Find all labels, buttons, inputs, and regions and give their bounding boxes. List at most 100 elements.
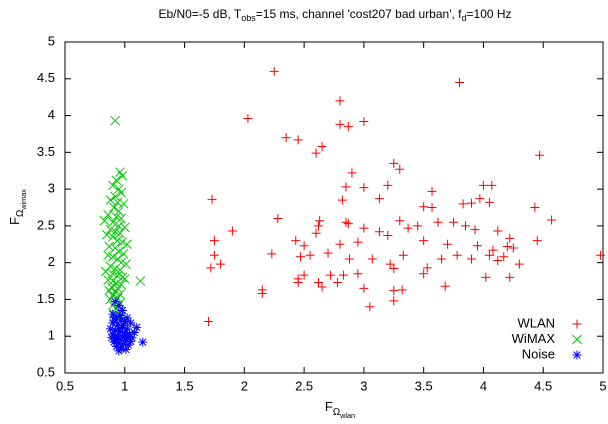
y-tick-label: 3.5 [37,144,55,159]
point [475,194,485,204]
chart-title-part: =15 ms, channel 'cost207 bad urban', f [256,7,462,21]
point [112,197,123,208]
plot-frame [64,41,604,374]
point [110,191,121,202]
point [119,273,130,284]
point [440,281,450,291]
point [359,183,369,193]
x-tick-label: 1.5 [176,378,194,393]
point [120,317,130,327]
point [113,206,124,217]
y-axis-label-part: F [7,217,22,225]
point [209,250,219,260]
chart-title-part: =100 Hz [467,7,512,21]
point [215,259,225,269]
point [481,272,491,282]
point [337,195,347,205]
point [110,333,120,343]
point [315,216,325,226]
point [122,313,132,323]
x-tick-label: 5 [599,378,606,393]
point [126,318,136,328]
point [383,180,393,190]
point [114,300,124,310]
point [293,278,303,288]
point [114,324,124,334]
point [313,221,323,231]
point [335,119,345,129]
point [115,311,125,321]
point [138,337,148,347]
point [395,216,405,226]
point [273,214,283,224]
point [115,265,125,275]
point [206,263,216,273]
point [343,122,353,132]
point [383,230,393,240]
point [108,309,118,319]
point [499,252,509,262]
point [389,158,399,168]
point [121,336,131,346]
y-tick-label: 4.5 [37,70,55,85]
x-tick-label: 1 [121,378,128,393]
point [493,255,503,265]
y-tick-label: 3 [48,181,55,196]
x-axis-label-part: F [325,399,333,414]
point [353,269,363,279]
point [458,199,468,209]
point [119,222,130,233]
point [466,198,476,208]
point [104,241,115,252]
point [466,254,476,264]
point [243,113,253,123]
point [108,329,118,339]
point [385,259,395,269]
point [119,320,129,330]
point [109,202,119,213]
point [433,217,443,227]
point [120,331,130,341]
point [311,228,321,238]
y-tick-label: 5 [48,33,55,48]
point [100,266,111,277]
point [123,340,133,350]
point [461,221,471,231]
point [347,168,357,178]
point [317,282,327,292]
point [103,210,113,220]
y-tick-label: 2.5 [37,217,55,232]
y-tick-label: 1 [48,328,55,343]
point [267,249,277,259]
point [203,317,213,327]
point [135,276,146,286]
point [413,221,423,231]
legend-marker [572,334,582,345]
point [115,228,125,239]
point [395,164,405,174]
point [508,243,518,253]
point [109,337,119,347]
point [596,250,606,260]
chart-title-part: obs [241,13,256,23]
point [209,236,219,246]
point [269,66,279,76]
point [367,254,377,264]
chart-title-part: Eb/N0=-5 dB, T [158,7,241,21]
x-tick-label: 2.5 [295,378,313,393]
point [257,289,267,299]
point [117,322,127,332]
point [530,203,540,212]
point [117,237,128,247]
point [122,239,133,250]
x-axis-label-part: wlan [339,411,355,420]
point [488,245,498,255]
point [335,239,345,249]
y-tick-label: 2 [48,254,55,269]
point [353,237,363,247]
point [107,217,118,228]
x-tick-label: 4.5 [534,378,552,393]
y-axis-label: FΩwimax [7,189,28,225]
point [535,150,545,160]
